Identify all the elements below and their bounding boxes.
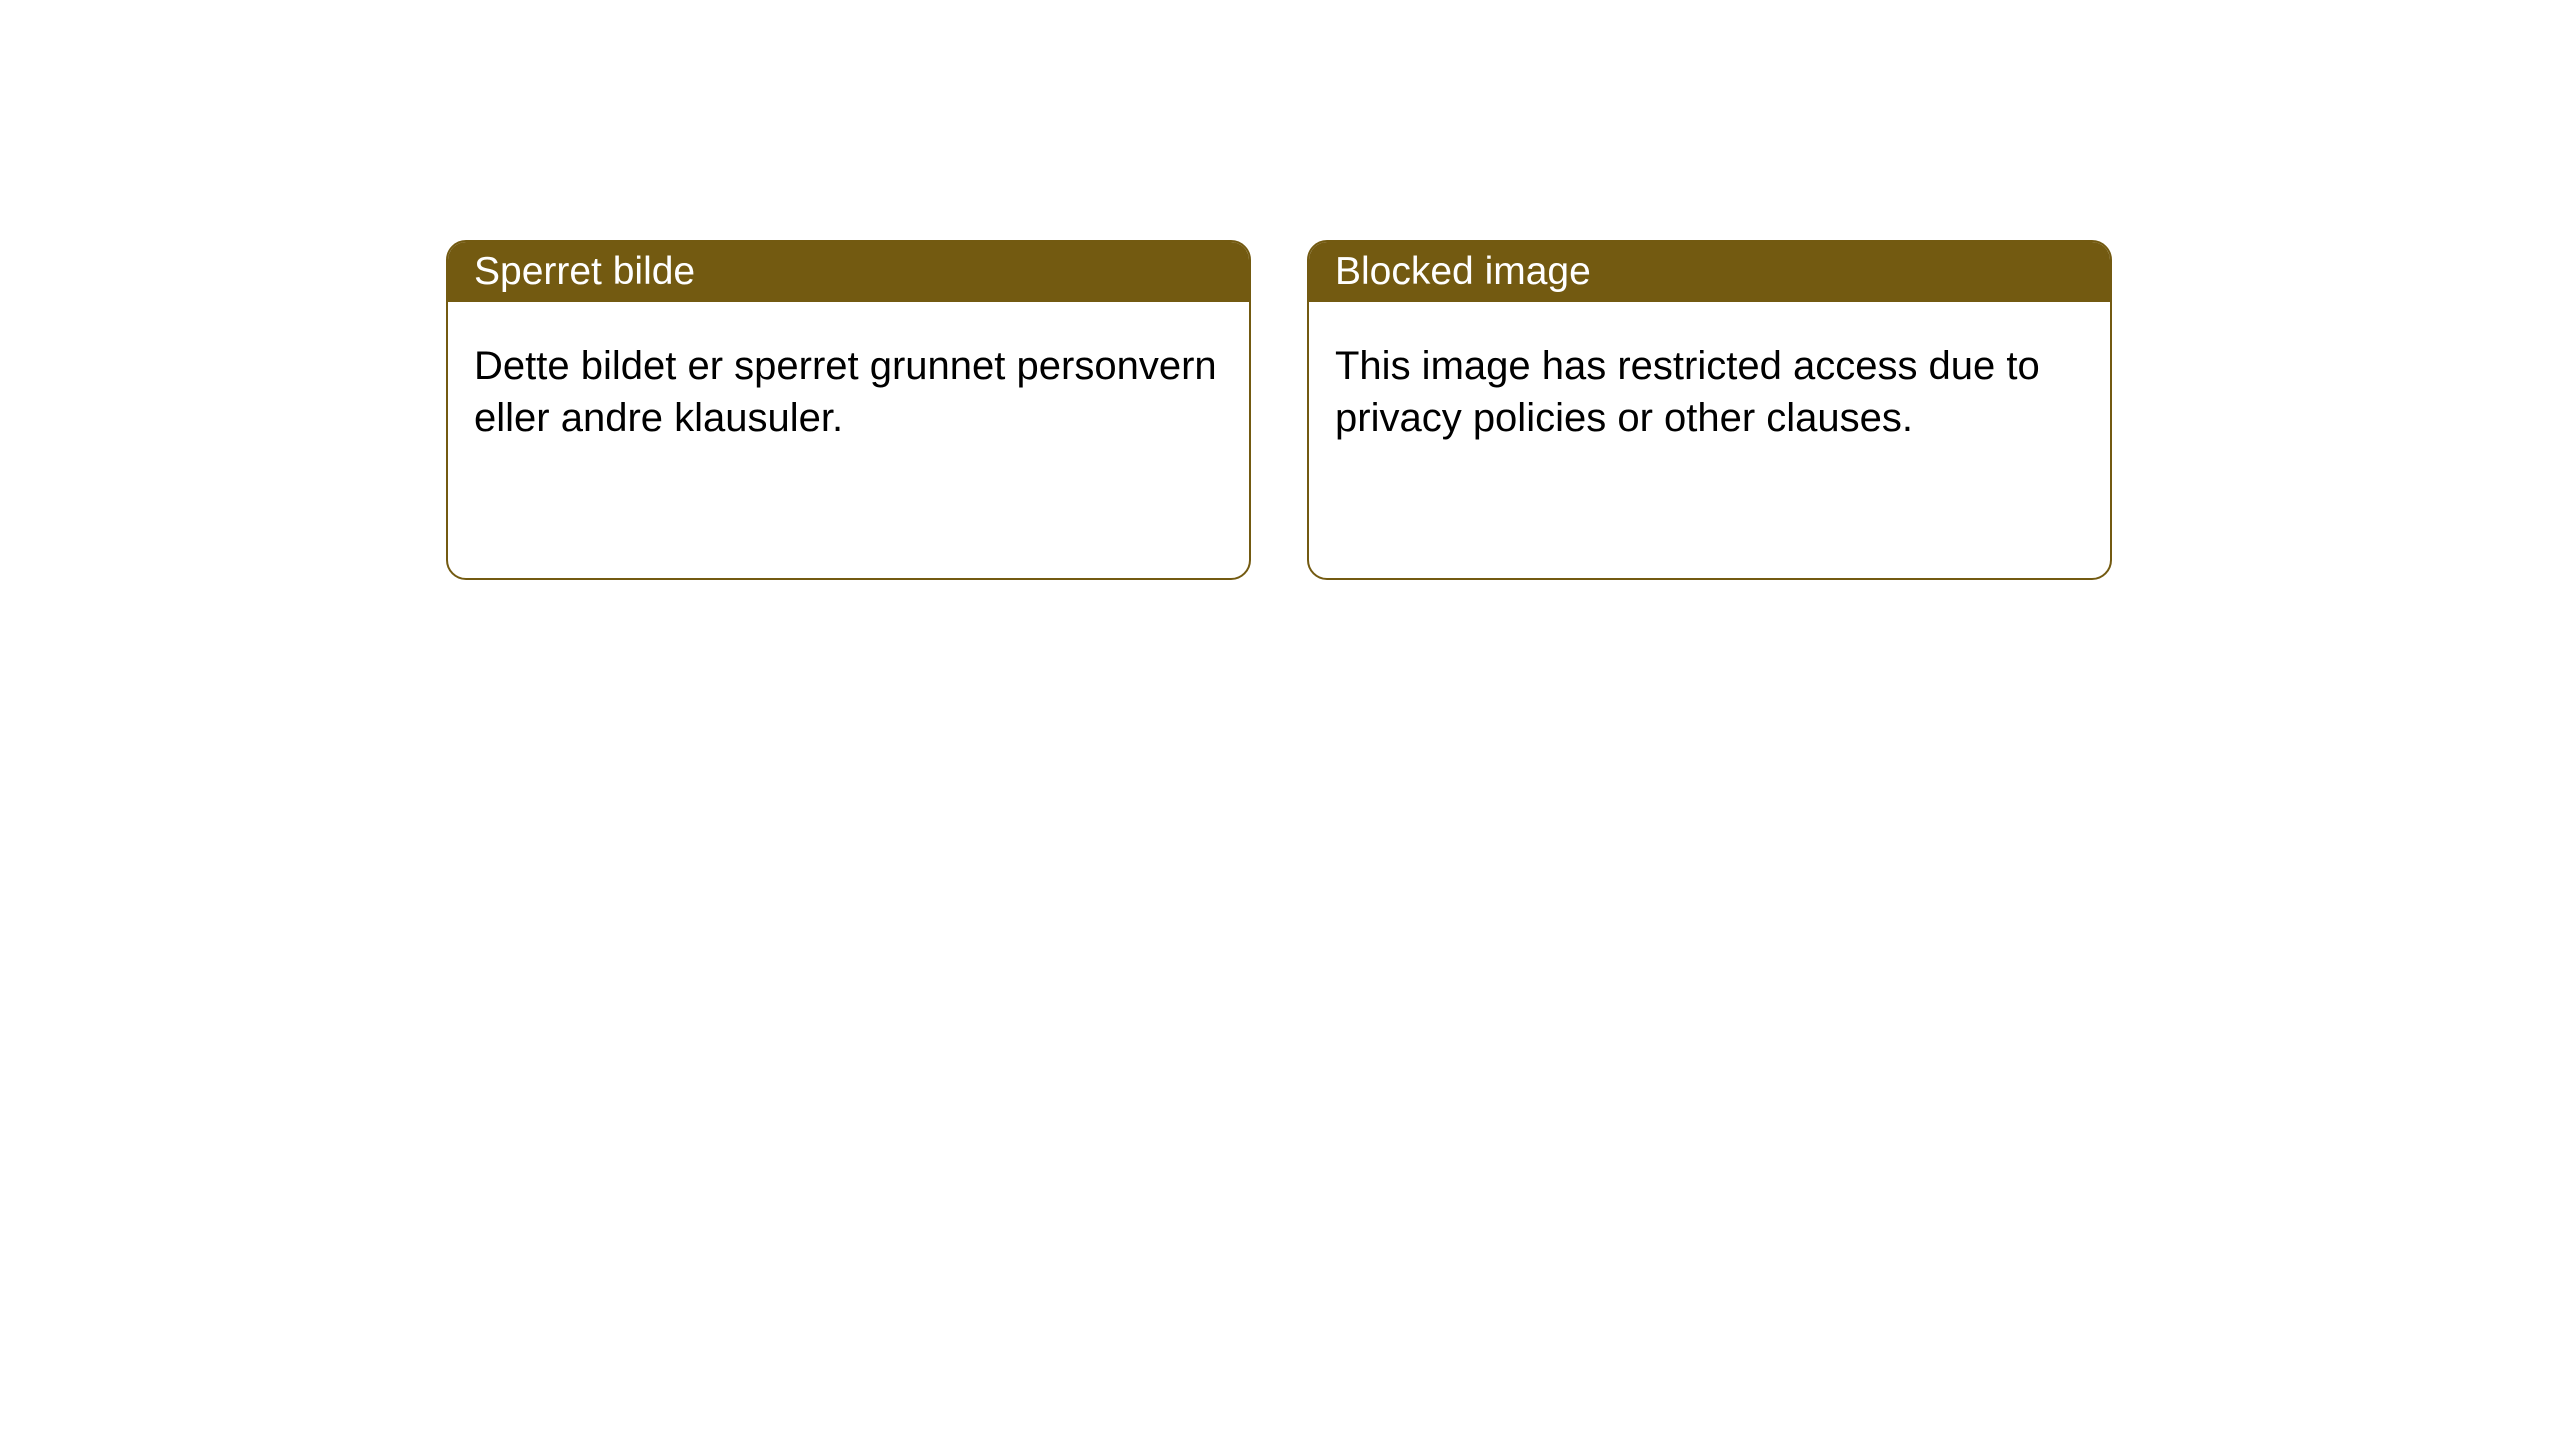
card-body: Dette bildet er sperret grunnet personve…	[448, 302, 1249, 482]
card-header: Blocked image	[1309, 242, 2110, 302]
card-header: Sperret bilde	[448, 242, 1249, 302]
card-body-text: This image has restricted access due to …	[1335, 344, 2040, 440]
card-body: This image has restricted access due to …	[1309, 302, 2110, 482]
card-body-text: Dette bildet er sperret grunnet personve…	[474, 344, 1217, 440]
card-title: Sperret bilde	[474, 250, 695, 294]
card-title: Blocked image	[1335, 250, 1591, 294]
notice-card-norwegian: Sperret bilde Dette bildet er sperret gr…	[446, 240, 1251, 580]
cards-container: Sperret bilde Dette bildet er sperret gr…	[446, 240, 2112, 580]
notice-card-english: Blocked image This image has restricted …	[1307, 240, 2112, 580]
